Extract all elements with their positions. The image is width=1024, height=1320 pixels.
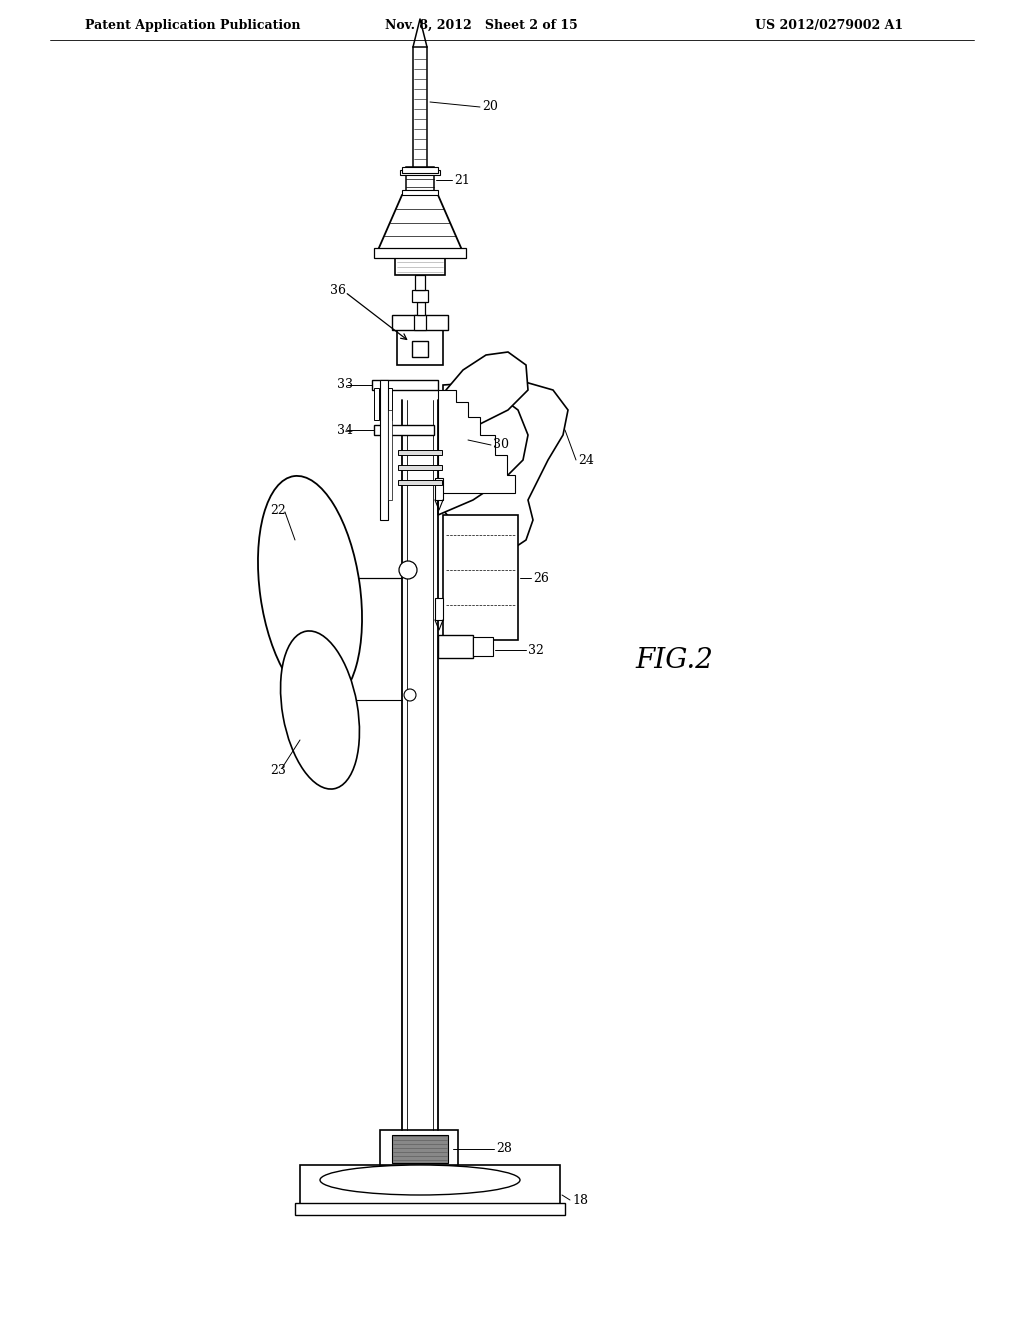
Text: 22: 22 (270, 503, 286, 516)
Text: 18: 18 (572, 1193, 588, 1206)
Bar (388, 411, 392, 500)
Text: 36: 36 (330, 284, 346, 297)
Bar (402, 168, 438, 173)
Ellipse shape (319, 1166, 520, 1195)
Bar (387, 388, 392, 420)
Text: 23: 23 (270, 763, 286, 776)
Polygon shape (438, 395, 528, 515)
Bar (412, 341, 428, 356)
Circle shape (399, 561, 417, 579)
Text: 24: 24 (578, 454, 594, 466)
Bar (398, 480, 442, 484)
Text: 34: 34 (337, 424, 353, 437)
Text: 33: 33 (337, 379, 353, 392)
Polygon shape (378, 195, 462, 249)
Text: 30: 30 (493, 438, 509, 451)
Bar (443, 515, 518, 640)
Bar (413, 48, 427, 168)
Bar (380, 380, 388, 520)
Bar (402, 190, 438, 195)
Bar (435, 598, 443, 620)
Text: US 2012/0279002 A1: US 2012/0279002 A1 (755, 18, 903, 32)
Polygon shape (443, 380, 568, 552)
Polygon shape (440, 352, 528, 436)
Text: 28: 28 (496, 1143, 512, 1155)
Bar (398, 450, 442, 455)
Bar (435, 478, 443, 500)
Bar (374, 388, 379, 420)
Text: 21: 21 (454, 173, 470, 186)
Ellipse shape (281, 631, 359, 789)
Bar (392, 315, 449, 330)
Polygon shape (438, 389, 515, 492)
Text: 32: 32 (528, 644, 544, 656)
Bar (372, 380, 438, 389)
Ellipse shape (258, 477, 362, 704)
Text: Patent Application Publication: Patent Application Publication (85, 18, 300, 32)
Bar (406, 168, 434, 195)
Text: 20: 20 (482, 100, 498, 114)
Bar (380, 1130, 458, 1166)
Bar (438, 635, 473, 657)
Bar (414, 315, 426, 330)
Bar (473, 638, 493, 656)
Bar (374, 425, 434, 436)
Bar (374, 248, 466, 257)
Text: 26: 26 (534, 572, 549, 585)
Bar (400, 170, 440, 176)
Bar (415, 275, 425, 290)
Bar (395, 249, 445, 275)
Bar (398, 465, 442, 470)
Bar (392, 1135, 449, 1163)
Bar (300, 1166, 560, 1205)
Bar (412, 290, 428, 302)
Bar (295, 1203, 565, 1214)
Bar (397, 330, 443, 366)
Bar (417, 302, 425, 315)
Text: FIG.2: FIG.2 (635, 647, 713, 673)
Circle shape (404, 689, 416, 701)
Text: Nov. 8, 2012   Sheet 2 of 15: Nov. 8, 2012 Sheet 2 of 15 (385, 18, 578, 32)
